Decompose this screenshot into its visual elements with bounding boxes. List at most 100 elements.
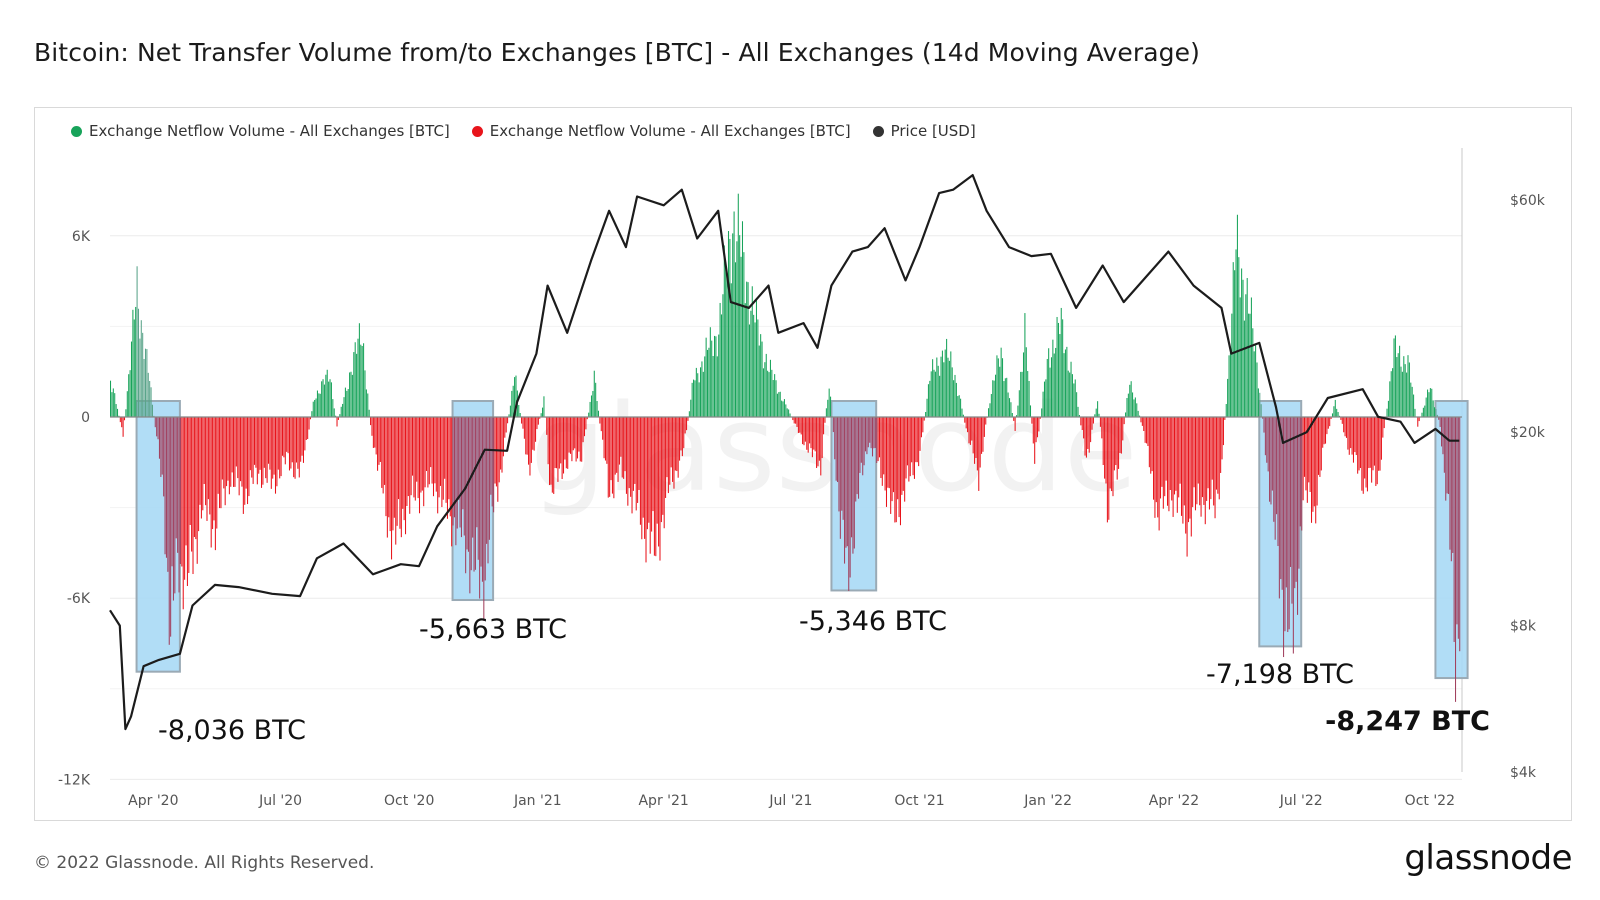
netflow-bar-448 — [736, 241, 738, 417]
netflow-bar-535 — [858, 417, 860, 499]
netflow-bar-324 — [562, 417, 565, 474]
netflow-bar-189 — [374, 417, 376, 448]
netflow-bar-925 — [1403, 356, 1405, 417]
netflow-bar-116 — [272, 417, 274, 479]
netflow-bar-738 — [1141, 417, 1143, 426]
netflow-bar-567 — [902, 417, 904, 491]
netflow-bar-452 — [741, 221, 744, 417]
netflow-bar-231 — [432, 417, 435, 497]
netflow-bar-17 — [133, 319, 135, 417]
netflow-bar-664 — [1038, 417, 1040, 432]
netflow-bar-774 — [1192, 417, 1194, 508]
netflow-bar-171 — [349, 372, 351, 417]
legend-item-price[interactable]: Price [USD] — [872, 122, 976, 140]
netflow-bar-490 — [795, 417, 797, 424]
legend-item-netflow-positive[interactable]: Exchange Netflow Volume - All Exchanges … — [71, 122, 450, 140]
netflow-bar-938 — [1421, 412, 1423, 417]
netflow-bar-178 — [358, 323, 360, 417]
legend-item-netflow-negative[interactable]: Exchange Netflow Volume - All Exchanges … — [471, 122, 851, 140]
netflow-bar-825 — [1263, 417, 1265, 433]
netflow-bar-294 — [521, 417, 523, 424]
netflow-bar-477 — [776, 393, 778, 417]
netflow-bar-671 — [1048, 348, 1050, 417]
netflow-bar-301 — [530, 417, 532, 463]
netflow-bar-254 — [465, 417, 467, 574]
netflow-bar-779 — [1199, 417, 1201, 506]
netflow-bar-743 — [1148, 417, 1150, 468]
netflow-bar-954 — [1443, 417, 1445, 473]
netflow-bar-931 — [1411, 386, 1413, 417]
netflow-bar-867 — [1322, 417, 1324, 448]
netflow-bar-152 — [322, 379, 324, 417]
netflow-bar-427 — [707, 349, 709, 417]
netflow-bar-592 — [937, 365, 939, 417]
netflow-bar-693 — [1078, 415, 1080, 417]
netflow-bar-857 — [1308, 417, 1310, 483]
netflow-bar-373 — [631, 417, 633, 514]
netflow-bar-604 — [954, 374, 956, 417]
netflow-bar-529 — [849, 417, 851, 578]
netflow-bar-390 — [655, 417, 657, 557]
netflow-bar-55 — [186, 417, 188, 587]
netflow-bar-558 — [890, 417, 892, 514]
netflow-bar-181 — [363, 343, 365, 417]
netflow-bar-566 — [901, 417, 903, 495]
netflow-bar-607 — [958, 395, 960, 417]
netflow-bar-205 — [396, 417, 398, 526]
netflow-bar-707 — [1098, 413, 1100, 417]
netflow-bar-394 — [660, 417, 662, 523]
netflow-bar-868 — [1323, 417, 1325, 445]
netflow-bar-807 — [1238, 257, 1240, 417]
netflow-bar-85 — [228, 417, 230, 495]
netflow-bar-68 — [205, 417, 207, 506]
netflow-bar-765 — [1179, 417, 1181, 484]
netflow-bar-834 — [1276, 417, 1278, 515]
netflow-bar-284 — [507, 417, 509, 424]
netflow-bar-204 — [395, 417, 397, 545]
netflow-bar-45 — [172, 417, 174, 601]
netflow-bar-688 — [1071, 374, 1073, 417]
netflow-bar-495 — [802, 417, 804, 445]
netflow-bar-926 — [1404, 364, 1406, 417]
netflow-bar-441 — [726, 278, 728, 417]
netflow-bar-582 — [923, 417, 925, 421]
price-line — [109, 174, 1460, 731]
netflow-bar-488 — [792, 417, 794, 421]
netflow-bar-105 — [256, 417, 258, 485]
annotation-label-5: -8,247 BTC — [1325, 706, 1490, 737]
netflow-bar-0 — [110, 380, 112, 417]
x-tick-1: Jul '20 — [258, 793, 302, 809]
netflow-bar-764 — [1178, 417, 1180, 498]
netflow-bar-725 — [1123, 417, 1125, 425]
netflow-bar-110 — [263, 417, 265, 468]
netflow-bar-552 — [881, 417, 883, 486]
netflow-bar-965 — [1459, 417, 1461, 652]
netflow-bar-587 — [930, 371, 932, 417]
netflow-bar-588 — [932, 359, 934, 417]
netflow-bar-371 — [628, 417, 630, 489]
netflow-bar-886 — [1348, 417, 1350, 455]
netflow-bar-748 — [1155, 417, 1157, 503]
legend-swatch-price — [872, 125, 884, 137]
netflow-bar-347 — [595, 382, 597, 417]
netflow-bar-264 — [479, 417, 481, 599]
netflow-bar-741 — [1146, 417, 1148, 444]
netflow-bar-251 — [460, 417, 462, 538]
netflow-bar-888 — [1351, 417, 1353, 455]
netflow-bar-214 — [409, 417, 411, 514]
netflow-bar-121 — [279, 417, 281, 479]
netflow-bar-610 — [962, 414, 964, 417]
netflow-bar-709 — [1101, 417, 1103, 439]
netflow-bar-728 — [1127, 393, 1129, 417]
netflow-bar-617 — [972, 417, 974, 454]
netflow-bar-310 — [543, 396, 545, 417]
netflow-bar-673 — [1050, 357, 1052, 417]
netflow-bar-631 — [992, 380, 994, 417]
netflow-bar-946 — [1432, 400, 1434, 417]
netflow-bar-335 — [578, 417, 580, 452]
netflow-bar-190 — [375, 417, 377, 455]
netflow-bar-559 — [891, 417, 893, 502]
netflow-bar-540 — [864, 417, 867, 452]
netflow-bar-208 — [400, 417, 402, 538]
netflow-bar-51 — [181, 417, 183, 567]
